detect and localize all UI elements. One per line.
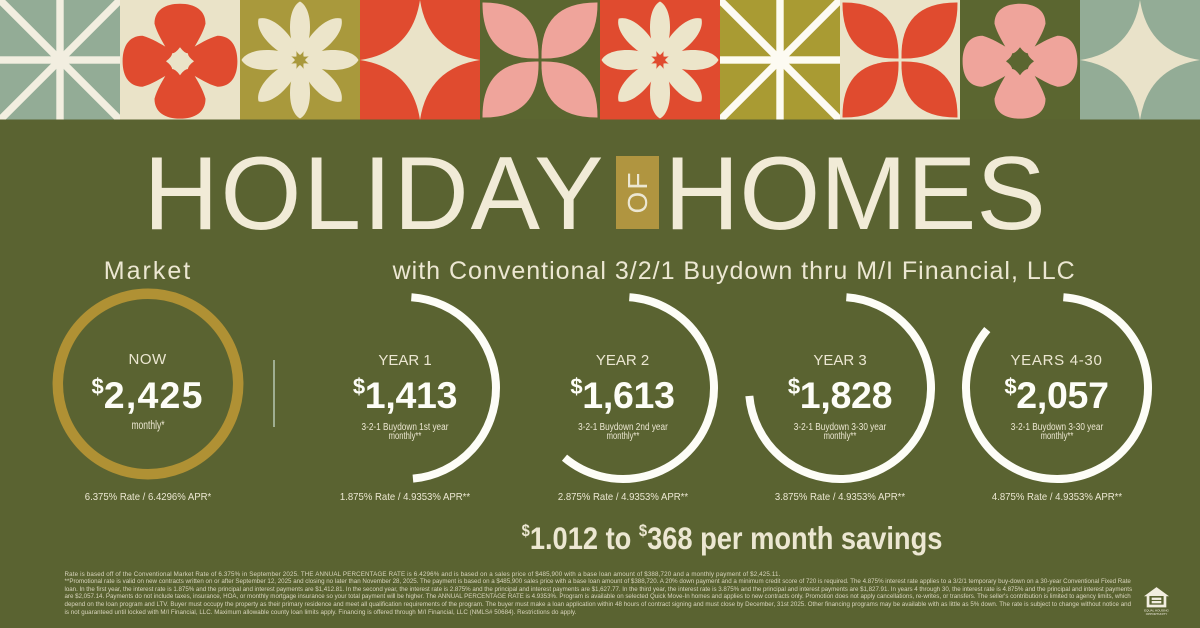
- svg-text:OPPORTUNITY: OPPORTUNITY: [1146, 612, 1167, 616]
- svg-text:EQUAL HOUSING: EQUAL HOUSING: [1144, 609, 1169, 613]
